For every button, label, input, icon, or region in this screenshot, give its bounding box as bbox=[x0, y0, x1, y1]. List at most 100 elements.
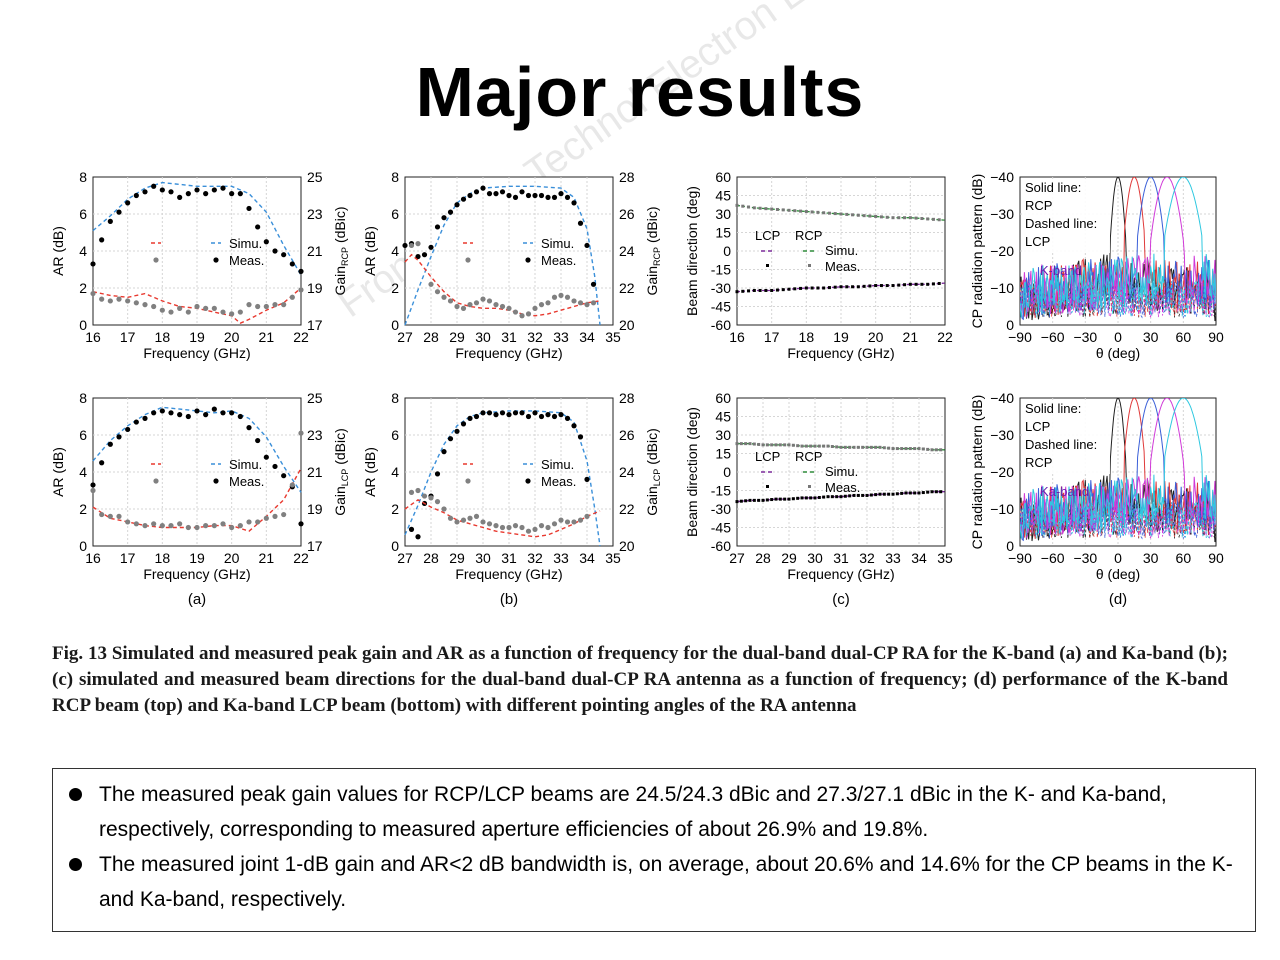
data-point-rcp bbox=[804, 444, 808, 448]
data-point-lcp bbox=[869, 493, 873, 497]
x-tick-label: 16 bbox=[85, 550, 101, 566]
series-line-gain_simu bbox=[92, 181, 302, 276]
data-point-lcp bbox=[908, 491, 912, 495]
summary-box: The measured peak gain values for RCP/LC… bbox=[52, 768, 1256, 932]
data-point-lcp bbox=[903, 283, 907, 287]
data-point-ar_meas bbox=[499, 524, 506, 531]
data-point-rcp bbox=[903, 216, 907, 220]
series-line-ar_simu bbox=[404, 253, 601, 317]
data-point-gain_meas bbox=[506, 192, 512, 199]
x-tick-label: 30 bbox=[475, 329, 491, 345]
legend-ar-meas-swatch bbox=[153, 478, 159, 484]
data-point-rcp bbox=[765, 443, 769, 447]
chart-d-top: −90 −60 −30 0 30 60 90 0 −10 −20 −30 −40 θ (deg) Soli… bbox=[990, 169, 1224, 361]
data-point-lcp bbox=[809, 496, 813, 500]
data-point-ar_meas bbox=[125, 298, 131, 304]
data-point-lcp bbox=[878, 492, 882, 496]
data-point-ar_meas bbox=[255, 519, 261, 525]
summary-bullet-text: The measured joint 1-dB gain and AR<2 dB… bbox=[99, 853, 1233, 911]
data-point-ar_meas bbox=[237, 309, 243, 315]
data-point-ar_meas bbox=[551, 294, 558, 300]
data-point-rcp bbox=[817, 444, 821, 448]
data-point-rcp bbox=[735, 442, 739, 446]
data-point-ar_meas bbox=[194, 524, 200, 531]
data-point-lcp bbox=[826, 495, 830, 499]
data-point-lcp bbox=[827, 286, 831, 290]
data-point-ar_meas bbox=[519, 524, 525, 531]
data-point-gain_meas bbox=[263, 239, 269, 245]
data-point-ar_meas bbox=[263, 515, 269, 521]
data-point-rcp bbox=[851, 213, 855, 217]
x-tick-label: 29 bbox=[781, 550, 797, 566]
y2-tick-label: 17 bbox=[307, 317, 323, 333]
data-point-rcp bbox=[934, 448, 938, 452]
data-point-ar_meas bbox=[434, 289, 441, 295]
data-point-ar_meas bbox=[441, 506, 447, 512]
data-point-gain_meas bbox=[493, 412, 499, 418]
y-tick-label: -15 bbox=[711, 262, 731, 278]
legend-label: LCP bbox=[755, 228, 780, 243]
data-point-lcp bbox=[917, 491, 921, 495]
data-point-rcp bbox=[843, 445, 847, 449]
x-tick-label: 90 bbox=[1208, 329, 1224, 345]
panel-label: (b) bbox=[500, 591, 518, 608]
legend-label: Dashed line: bbox=[1025, 437, 1097, 452]
bullet-dot-icon bbox=[69, 788, 82, 801]
data-point-gain_meas bbox=[545, 194, 551, 200]
data-point-rcp bbox=[778, 443, 782, 447]
y-tick-label: −20 bbox=[990, 243, 1014, 259]
legend-label: Meas. bbox=[541, 474, 576, 489]
data-point-ar_meas bbox=[203, 305, 209, 311]
data-point-lcp bbox=[791, 497, 795, 501]
y-axis-label: AR (dB) bbox=[50, 447, 66, 497]
data-point-gain_meas bbox=[194, 408, 200, 414]
data-point-lcp bbox=[852, 493, 856, 497]
data-point-lcp bbox=[752, 498, 756, 502]
data-point-ar_meas bbox=[493, 523, 499, 529]
y-tick-label: 30 bbox=[715, 206, 731, 222]
data-point-gain_meas bbox=[434, 224, 441, 230]
data-point-gain_meas bbox=[402, 242, 408, 249]
x-tick-label: 30 bbox=[1143, 550, 1159, 566]
data-point-rcp bbox=[868, 214, 872, 218]
data-point-gain_meas bbox=[564, 194, 571, 200]
data-point-ar_meas bbox=[151, 521, 157, 527]
data-point-rcp bbox=[887, 446, 891, 450]
chart-a-top: 16 17 18 19 20 21 22 0 2 4 6 8 17 19 21 23 25 Frequency (… bbox=[79, 169, 323, 361]
data-point-gain_meas bbox=[107, 218, 113, 224]
data-point-lcp bbox=[931, 282, 935, 286]
series-line-ar_simu bbox=[92, 287, 302, 325]
bullet-dot-icon bbox=[69, 858, 82, 871]
x-axis-label: θ (deg) bbox=[1096, 345, 1140, 361]
x-tick-label: 30 bbox=[807, 550, 823, 566]
data-point-gain_meas bbox=[281, 473, 287, 479]
data-point-gain_meas bbox=[525, 413, 532, 420]
data-point-gain_meas bbox=[220, 410, 226, 416]
data-point-ar_meas bbox=[551, 521, 558, 527]
data-point-ar_meas bbox=[289, 294, 295, 300]
y-tick-label: 4 bbox=[79, 464, 87, 480]
x-tick-label: 34 bbox=[579, 550, 595, 566]
data-point-ar_meas bbox=[151, 303, 157, 310]
data-point-rcp bbox=[895, 447, 899, 451]
y2-tick-label: 23 bbox=[307, 206, 323, 222]
x-axis-label: θ (deg) bbox=[1096, 566, 1140, 582]
data-point-ar_meas bbox=[506, 524, 512, 531]
legend-label: LCP bbox=[755, 449, 780, 464]
x-tick-label: 21 bbox=[259, 550, 275, 566]
data-point-ar_meas bbox=[519, 313, 525, 319]
data-point-ar_meas bbox=[168, 523, 174, 529]
data-point-gain_meas bbox=[151, 410, 157, 416]
data-point-lcp bbox=[761, 498, 765, 502]
data-point-rcp bbox=[744, 442, 748, 446]
data-point-rcp bbox=[791, 443, 795, 447]
data-point-ar_meas bbox=[571, 298, 577, 304]
data-point-rcp bbox=[822, 211, 826, 215]
data-point-gain_meas bbox=[460, 196, 467, 202]
data-point-ar_meas bbox=[545, 300, 551, 306]
x-tick-label: 17 bbox=[120, 550, 136, 566]
data-point-ar_meas bbox=[532, 305, 538, 311]
data-point-rcp bbox=[921, 447, 925, 451]
data-point-lcp bbox=[921, 491, 925, 495]
data-point-gain_meas bbox=[133, 419, 139, 425]
